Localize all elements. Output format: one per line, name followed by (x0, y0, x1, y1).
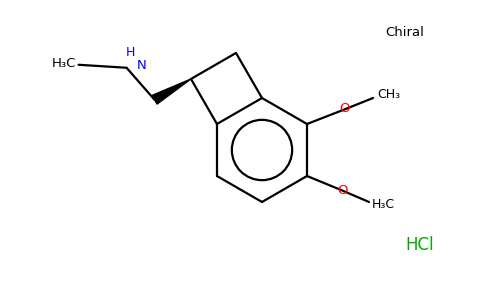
Text: H₃C: H₃C (372, 197, 395, 211)
Text: H₃C: H₃C (52, 57, 76, 70)
Text: O: O (337, 184, 348, 196)
Text: Chiral: Chiral (386, 26, 424, 38)
Text: O: O (339, 103, 349, 116)
Text: HCl: HCl (406, 236, 434, 254)
Text: H: H (126, 46, 135, 59)
Text: CH₃: CH₃ (377, 88, 400, 100)
Polygon shape (152, 79, 191, 104)
Text: N: N (136, 59, 146, 72)
